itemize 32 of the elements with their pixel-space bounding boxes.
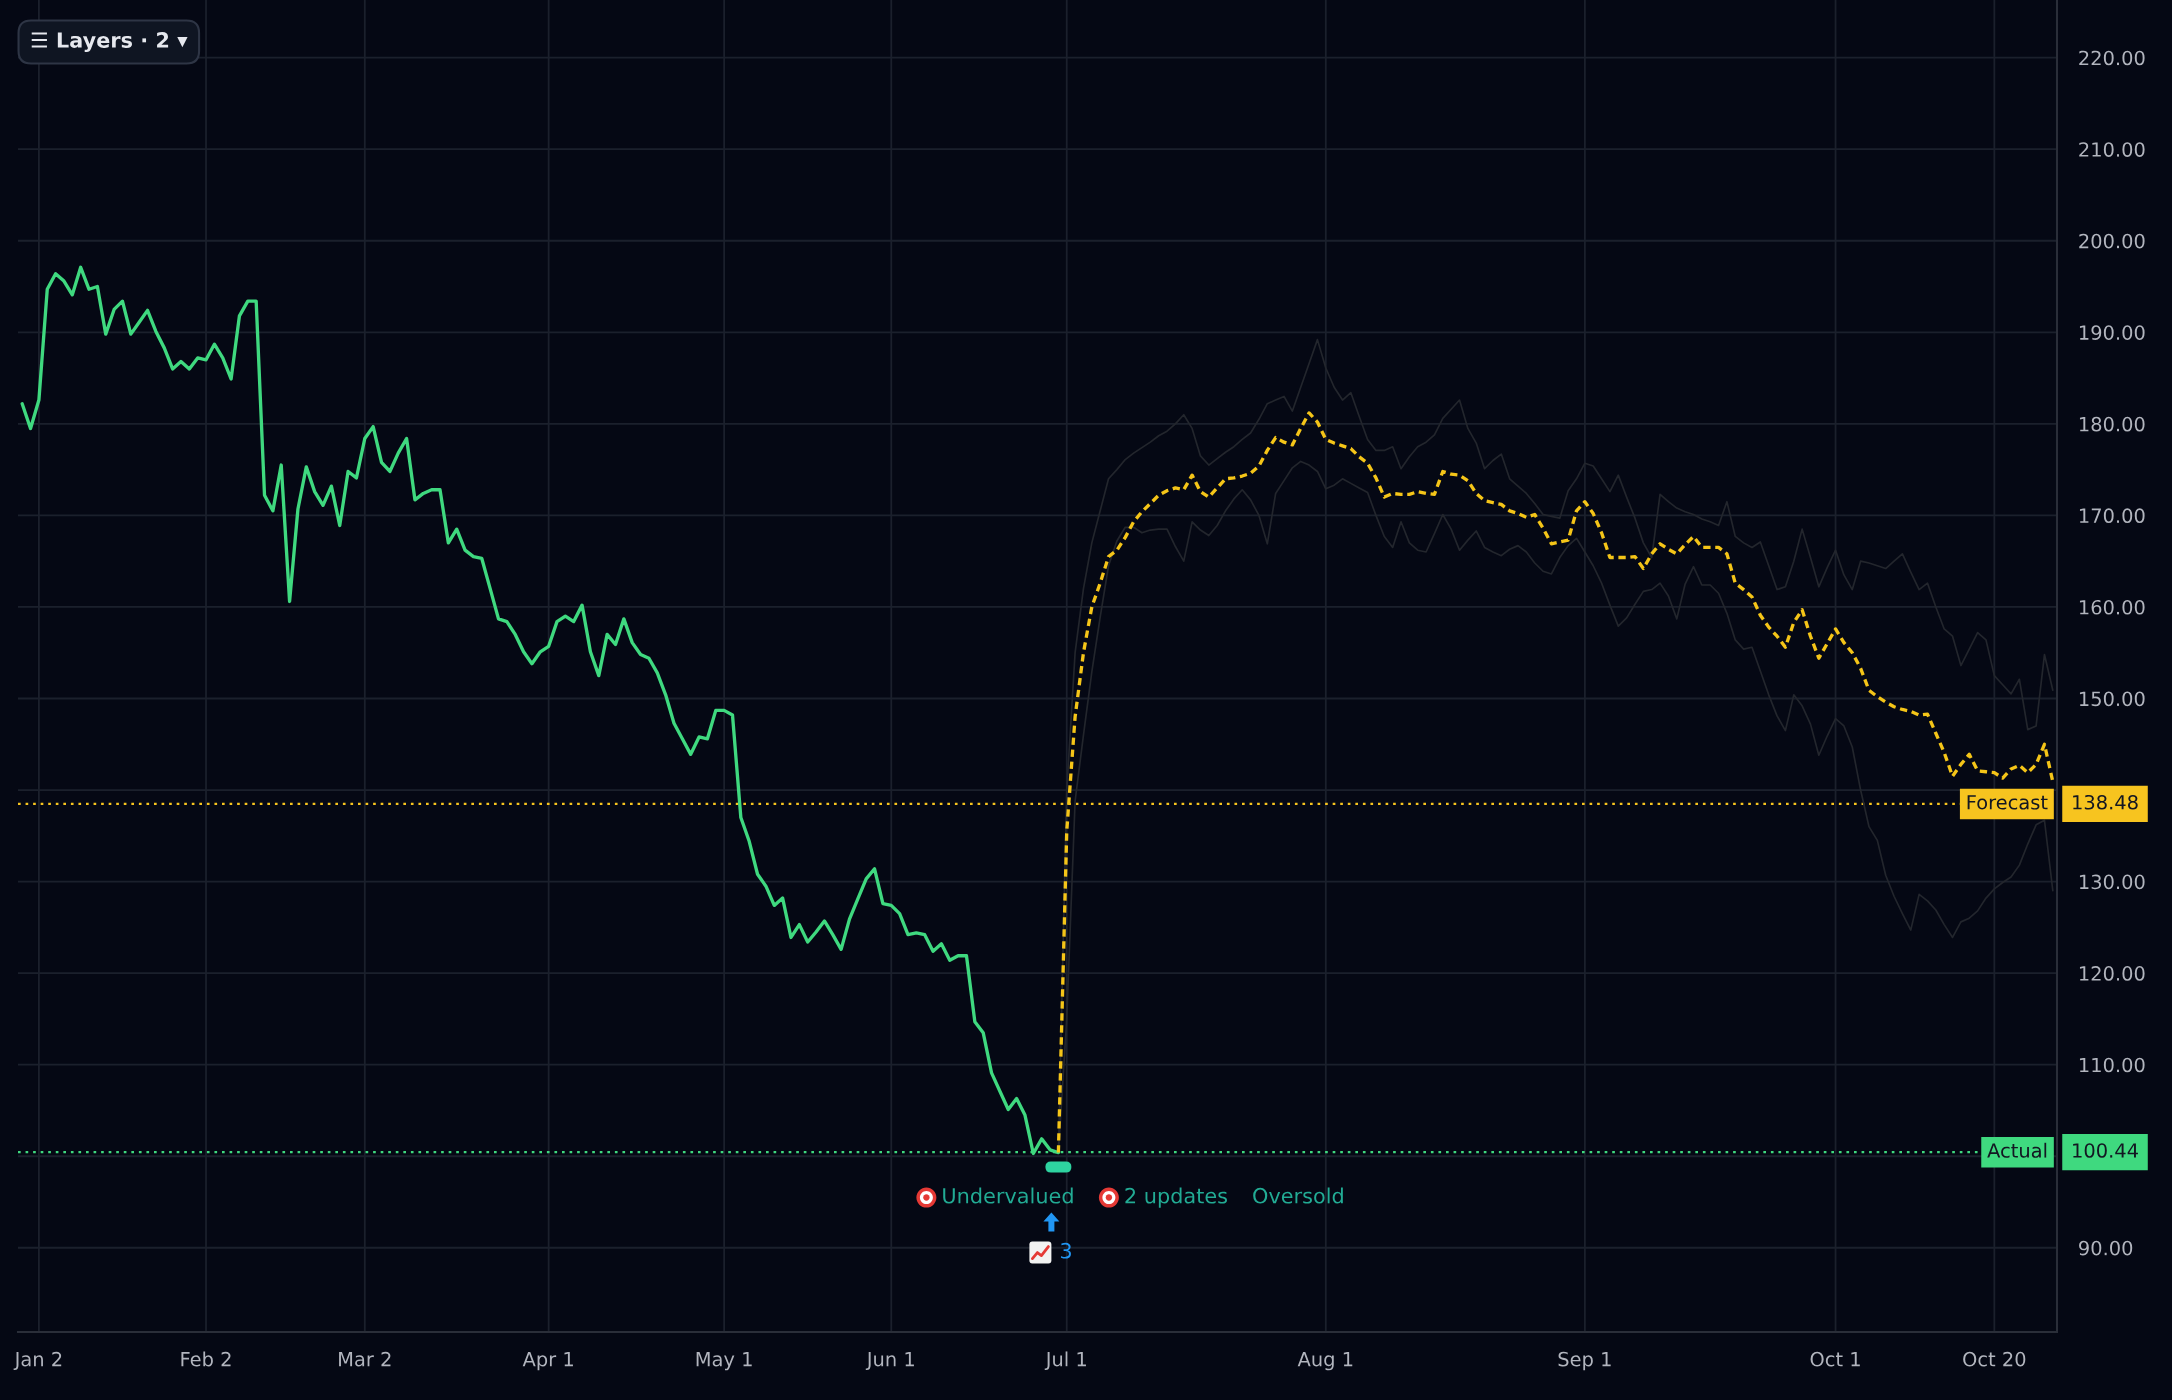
y-tick-label: 130.00 (2079, 874, 2145, 890)
x-tick-label: Oct 1 (1810, 1351, 1860, 1367)
y-tick-label: 110.00 (2079, 1057, 2145, 1073)
y-tick-label: 190.00 (2079, 325, 2145, 340)
y-tick-label: 120.00 (2079, 966, 2145, 981)
annotation: 3 (1060, 1242, 1071, 1259)
x-tick-label: Apr 1 (522, 1352, 573, 1371)
x-tick-label: Jun 1 (865, 1352, 914, 1371)
y-tick-label: 180.00 (2079, 416, 2145, 432)
text: 100.44 (2073, 1143, 2138, 1158)
y-tick-label: 160.00 (2079, 599, 2145, 615)
x-tick-label: Aug 1 (1297, 1352, 1353, 1371)
text: 138.48 (2073, 794, 2138, 810)
y-tick-label: 210.00 (2079, 142, 2145, 157)
y-tick-label: 220.00 (2079, 50, 2145, 66)
y-tick-label: 200.00 (2079, 233, 2145, 249)
y-tick-label: 90.00 (2079, 1240, 2133, 1256)
ref-line-label: Forecast (1967, 795, 2048, 810)
annotation: 2 updates (1125, 1187, 1228, 1208)
x-tick-label: Feb 2 (181, 1351, 231, 1367)
annotation: ☰ Layers · 2 ▾ (31, 32, 188, 53)
x-tick-label: Mar 2 (339, 1351, 391, 1367)
y-tick-label: 170.00 (2079, 508, 2145, 524)
x-tick-label: Oct 20 (1963, 1351, 2026, 1367)
x-tick-label: Jan 2 (13, 1351, 62, 1371)
ref-line-label: Actual (1987, 1142, 2047, 1158)
annotation: Oversold (1253, 1187, 1343, 1204)
x-tick-label: Sep 1 (1558, 1351, 1611, 1371)
x-tick-label: May 1 (696, 1352, 752, 1371)
y-tick-label: 150.00 (2079, 691, 2145, 707)
annotation: Undervalued (943, 1187, 1073, 1204)
x-tick-label: Jul 1 (1044, 1351, 1086, 1371)
